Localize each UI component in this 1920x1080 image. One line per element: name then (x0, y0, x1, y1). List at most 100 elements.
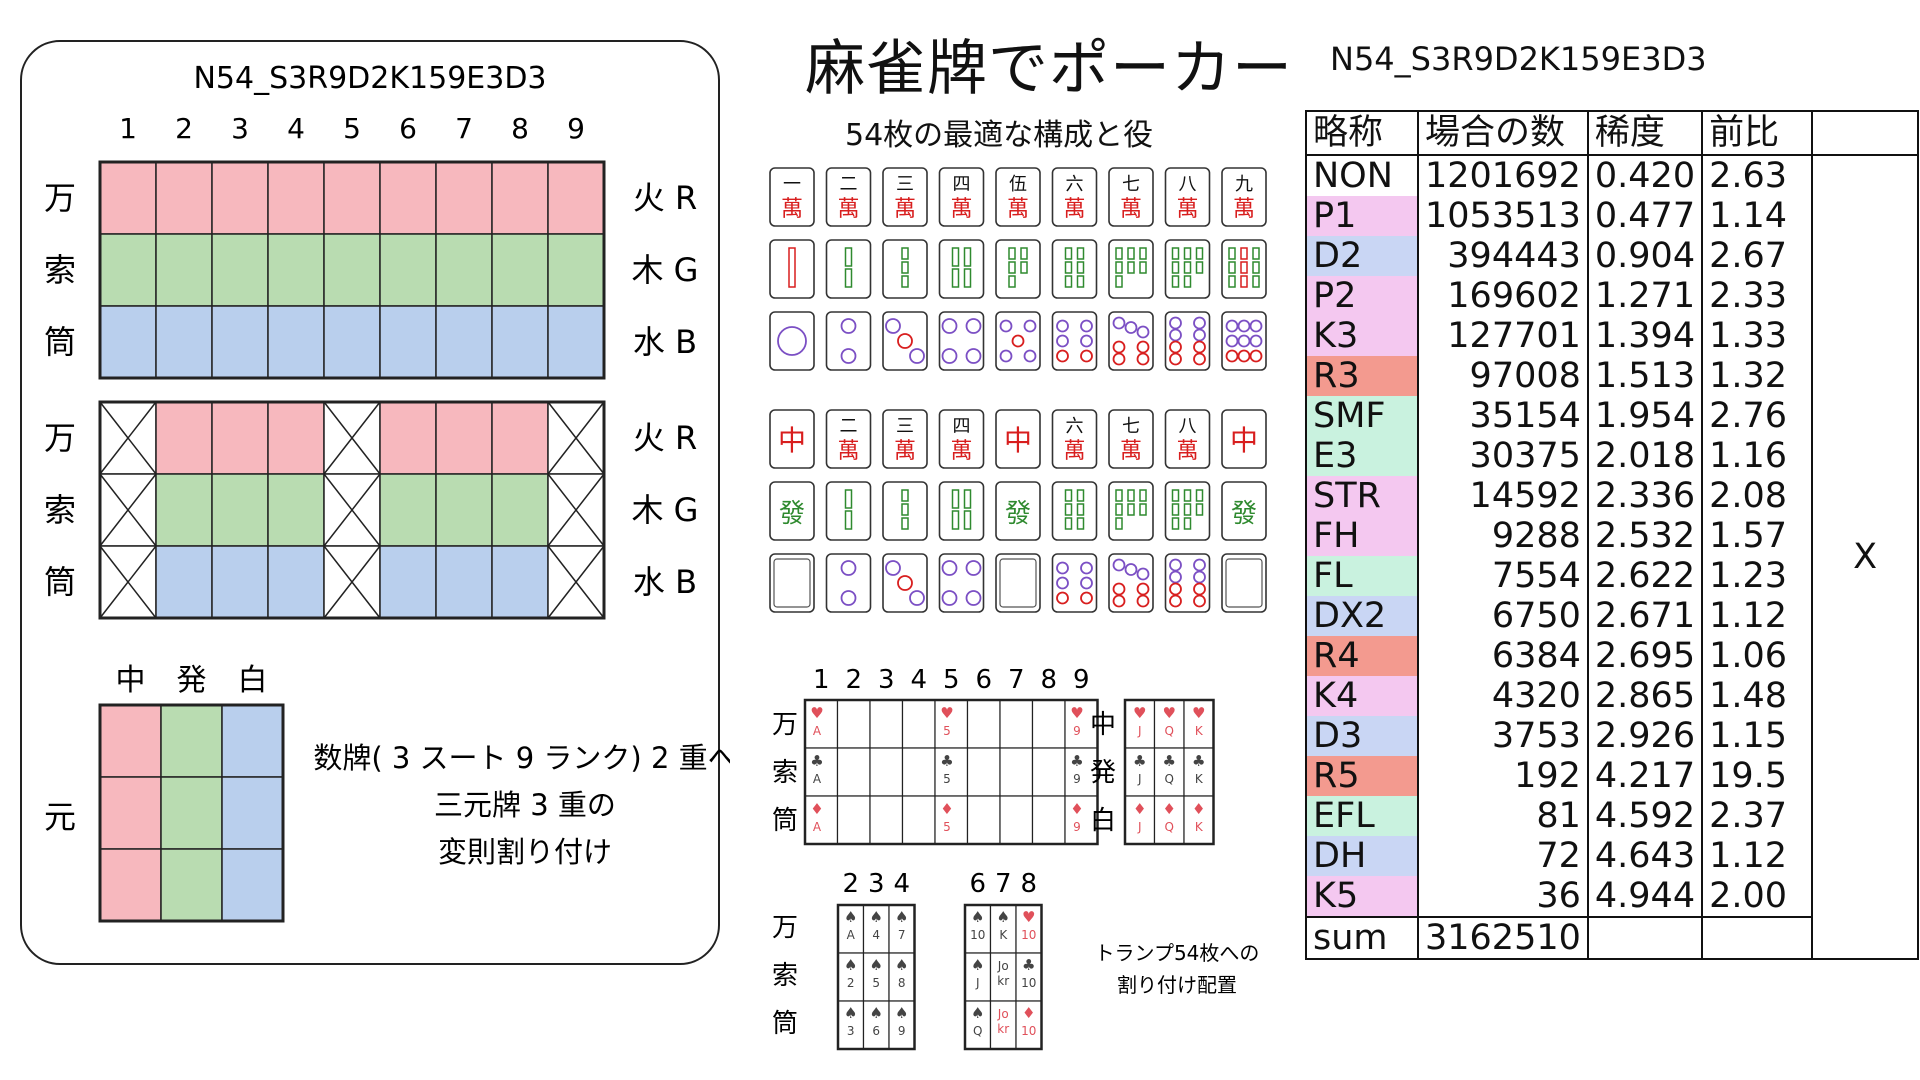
lower-right-grid-cell (989, 952, 1017, 1002)
card-suit: ♦ (1163, 800, 1176, 818)
bamboo-stick (1127, 489, 1135, 502)
grid-cell (547, 161, 605, 235)
grid-cell (435, 233, 493, 307)
mahjong-tile (995, 167, 1041, 227)
hand-abbr: R4 (1305, 636, 1419, 676)
card-rank-header: 1 (813, 665, 830, 695)
chun-character: 中 (1230, 424, 1258, 457)
card-rank: 9 (1073, 820, 1081, 834)
bamboo-stick (1195, 261, 1204, 274)
bamboo-stick (1171, 489, 1180, 502)
table-row: DX2 6750 2.671 1.12 (1305, 596, 1918, 636)
card-suit: ♣ (1163, 752, 1176, 770)
card-honor-label: 中 (1090, 710, 1116, 740)
bamboo-stick (951, 268, 960, 288)
lower-left-grid-border (836, 903, 916, 1051)
hand-abbr: EFL (1305, 796, 1419, 836)
card-rank: 9 (1073, 724, 1081, 738)
pin-circle (1056, 591, 1069, 605)
mahjong-tile (1164, 409, 1211, 469)
mahjong-tile (995, 481, 1041, 541)
hand-abbr: STR (1305, 476, 1419, 516)
mahjong-tile (882, 481, 928, 541)
card-rank: 10 (1021, 928, 1036, 942)
card-grid-cell (804, 795, 839, 845)
card-suit: ♥ (940, 704, 953, 722)
table-row: SMF 35154 1.954 2.76 (1305, 396, 1918, 436)
bamboo-stick (1076, 275, 1085, 288)
card-suit: ♠ (844, 956, 857, 974)
man-numeral: 四 (953, 416, 971, 437)
mahjong-tile (1108, 409, 1154, 469)
hand-count: 36 (1417, 876, 1589, 917)
grid-cell (211, 545, 269, 619)
pin-circle (1193, 594, 1206, 608)
bamboo-stick (951, 510, 960, 530)
card-rank: K (1195, 772, 1204, 786)
table-row: R4 6384 2.695 1.06 (1305, 636, 1918, 676)
grid-cell (211, 233, 269, 307)
pin-circle (1237, 349, 1251, 363)
column-header: 前比 (1701, 111, 1814, 156)
honor-cell (221, 776, 284, 850)
pin-circle (1237, 319, 1251, 333)
hand-abbr: K4 (1305, 676, 1419, 716)
bamboo-stick (1240, 261, 1248, 274)
hand-rarity: 2.532 (1586, 516, 1704, 556)
pin-circle (1011, 334, 1025, 348)
man-character: 萬 (1063, 439, 1085, 464)
mahjong-tile (1164, 239, 1211, 299)
card-rank: 10 (1021, 976, 1036, 990)
grid-cell (435, 473, 493, 547)
man-numeral: 三 (896, 416, 914, 437)
bamboo-stick (1171, 517, 1180, 530)
grid-border (98, 160, 606, 380)
hatsu-character: 發 (1231, 499, 1257, 529)
bamboo-stick (1064, 247, 1073, 260)
cross-line (99, 473, 157, 547)
hand-ratio: 1.15 (1701, 716, 1814, 756)
cross-line (323, 473, 381, 547)
pin-circle (1124, 563, 1138, 576)
sum-label: sum (1305, 916, 1419, 959)
card-rank-header: 2 (845, 665, 862, 695)
hand-rarity: 0.904 (1586, 236, 1704, 276)
card-suit: ♠ (870, 956, 883, 974)
haku-frame (999, 558, 1037, 608)
cross-line (99, 401, 157, 475)
cross-line (547, 401, 605, 475)
pin-circle (965, 560, 982, 576)
hand-abbr: NON (1305, 155, 1419, 196)
hatsu-character: 發 (1005, 499, 1031, 529)
card-rank: 5 (943, 724, 951, 738)
card-rank-header: 7 (1008, 665, 1025, 695)
card-suit: ♠ (997, 908, 1010, 926)
card-grid-cell (999, 699, 1034, 749)
card-suit: ♠ (895, 908, 908, 926)
card-grid-cell (901, 747, 936, 797)
lower-suit-label: 万 (772, 913, 798, 943)
hand-abbr: E3 (1305, 436, 1419, 476)
bamboo-stick (1008, 275, 1016, 288)
pin-circle (1169, 316, 1182, 330)
hand-count: 6384 (1417, 636, 1589, 676)
pin-circle (1249, 349, 1263, 363)
grid-cell (267, 401, 325, 475)
bamboo-stick (1240, 247, 1248, 260)
table-row: D2 394443 0.904 2.67 (1305, 236, 1918, 276)
grid-cell (211, 473, 269, 547)
card-rank: J (1137, 724, 1142, 738)
card-rank-header: 6 (975, 665, 992, 695)
rank-label: 8 (511, 112, 529, 145)
bamboo-stick (1183, 489, 1192, 502)
lower-right-grid-cell (1015, 952, 1043, 1002)
pin-circle (1112, 316, 1126, 330)
hand-rarity: 0.477 (1586, 196, 1704, 236)
grid-cell (491, 161, 549, 235)
mahjong-tile (938, 239, 985, 299)
bamboo-stick (1064, 261, 1073, 274)
cross-line (547, 545, 605, 619)
element-label: 火 R (633, 179, 697, 217)
bamboo-stick (844, 268, 853, 288)
pin-circle (999, 319, 1013, 333)
